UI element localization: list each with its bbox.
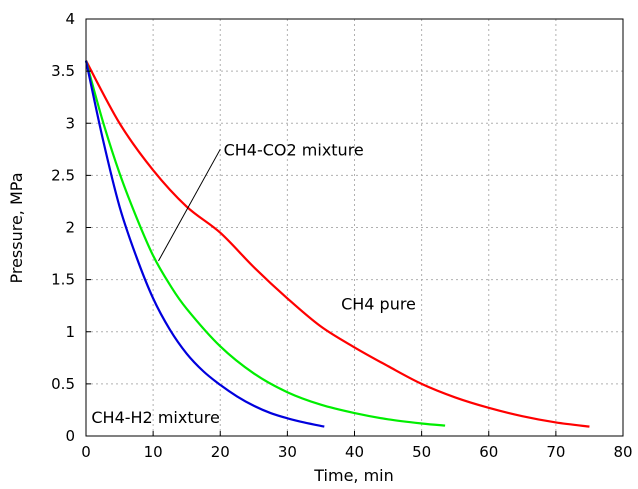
y-tick-label: 4: [65, 10, 75, 28]
series-group: [84, 60, 590, 428]
y-tick-label: 0: [65, 427, 75, 445]
x-tick-label: 80: [613, 443, 632, 461]
y-tick-label: 1.5: [51, 271, 75, 289]
y-tick-label: 0.5: [51, 375, 75, 393]
grid: [86, 19, 623, 436]
x-tick-label: 40: [345, 443, 364, 461]
y-tick-label: 3: [65, 114, 75, 132]
series-line-ch4-co2-mixture: [84, 60, 446, 427]
y-tick-label: 2.5: [51, 166, 75, 184]
annotation-ch4-co2-mixture: CH4-CO2 mixture: [224, 140, 364, 159]
x-tick-label: 60: [479, 443, 498, 461]
annotation-leader-line: [158, 149, 221, 262]
annotations: CH4-CO2 mixture CH4 pure CH4-H2 mixture: [91, 140, 416, 427]
x-tick-label: 30: [278, 443, 297, 461]
x-axis-label: Time, min: [313, 466, 394, 485]
y-axis-label: Pressure, MPa: [7, 172, 26, 283]
series-line-ch4-h2-mixture: [84, 60, 325, 428]
annotation-ch4-pure: CH4 pure: [341, 295, 416, 314]
y-tick-label: 2: [65, 219, 75, 237]
ticks: 0 10 20 30 40 50 60 70 80 0 0.5 1 1.5 2 2.5 3 3.5 4: [51, 10, 632, 461]
x-tick-label: 10: [144, 443, 163, 461]
x-tick-label: 50: [412, 443, 431, 461]
series-line-ch4-pure: [85, 60, 590, 428]
y-tick-label: 3.5: [51, 62, 75, 80]
annotation-ch4-h2-mixture: CH4-H2 mixture: [91, 408, 219, 427]
x-tick-label: 70: [546, 443, 565, 461]
x-tick-label: 0: [81, 443, 91, 461]
x-tick-label: 20: [211, 443, 230, 461]
y-tick-label: 1: [65, 323, 75, 341]
